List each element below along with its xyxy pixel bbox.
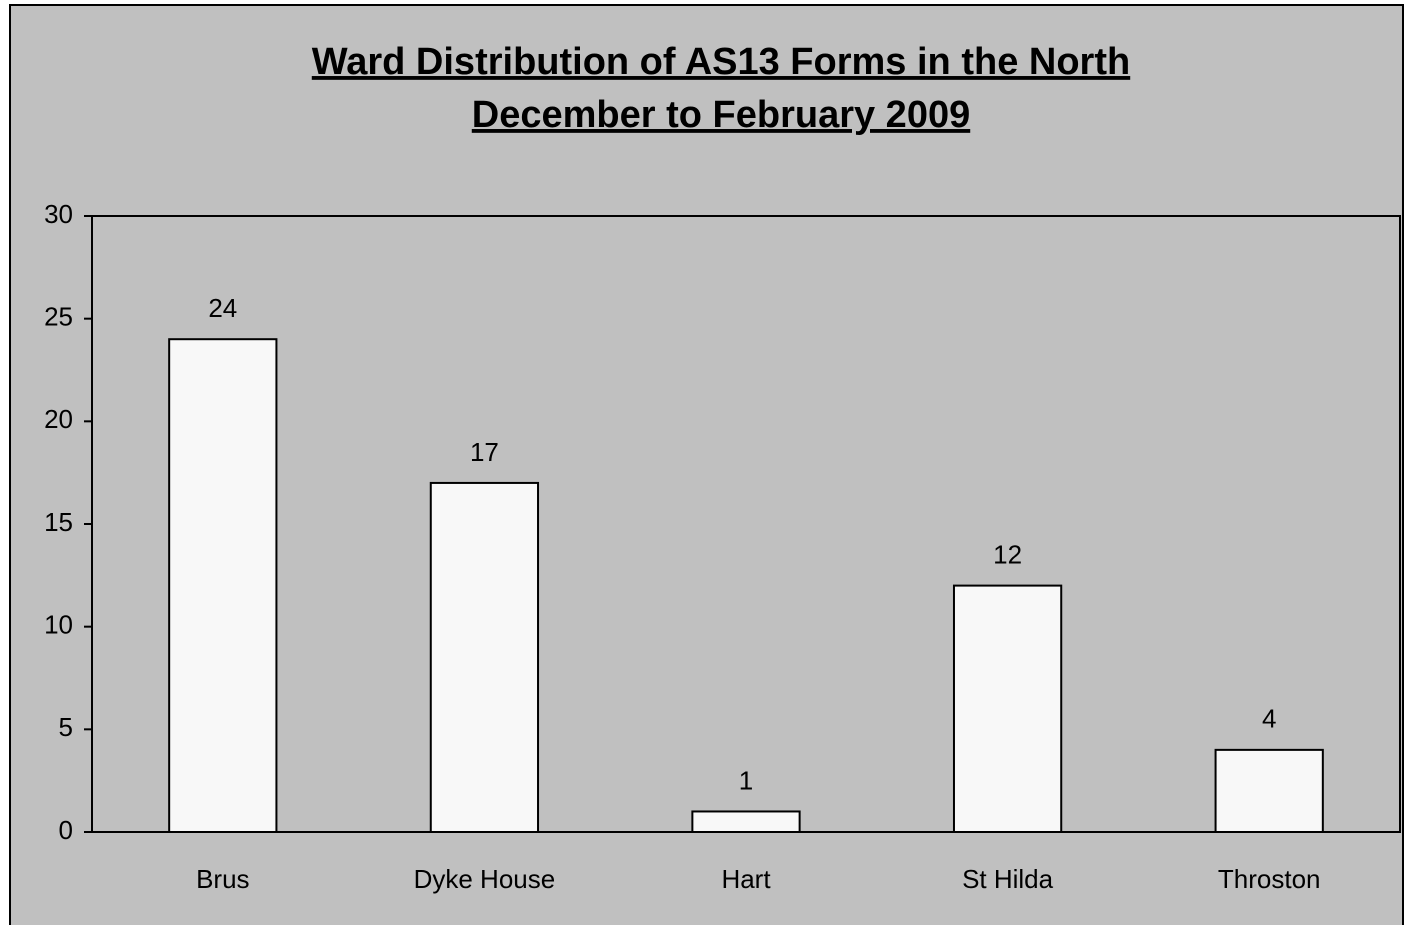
data-label: 1: [739, 765, 753, 795]
bar: [952, 584, 1063, 833]
x-tick-label: Dyke House: [414, 864, 556, 894]
plot-area: [91, 215, 1401, 833]
chart-title: Ward Distribution of AS13 Forms in the N…: [312, 41, 1130, 83]
x-tick-label: St Hilda: [962, 864, 1054, 894]
bar: [168, 338, 278, 833]
y-tick-label: 15: [44, 507, 73, 537]
bar: [1214, 748, 1324, 833]
y-tick-label: 5: [59, 712, 73, 742]
bar: [429, 481, 540, 833]
y-tick-label: 0: [59, 815, 73, 845]
bar: [691, 810, 801, 834]
data-label: 17: [470, 437, 499, 467]
data-label: 24: [208, 293, 237, 323]
x-tick-label: Brus: [196, 864, 249, 894]
x-tick-label: Throston: [1218, 864, 1321, 894]
y-tick-label: 10: [44, 610, 73, 640]
chart-subtitle: December to February 2009: [472, 94, 970, 136]
data-label: 4: [1262, 704, 1276, 734]
y-tick-label: 25: [44, 302, 73, 332]
data-label: 12: [993, 539, 1022, 569]
y-tick-label: 30: [44, 199, 73, 229]
chart-frame: [9, 4, 1404, 925]
x-tick-label: Hart: [721, 864, 771, 894]
y-tick-label: 20: [44, 404, 73, 434]
